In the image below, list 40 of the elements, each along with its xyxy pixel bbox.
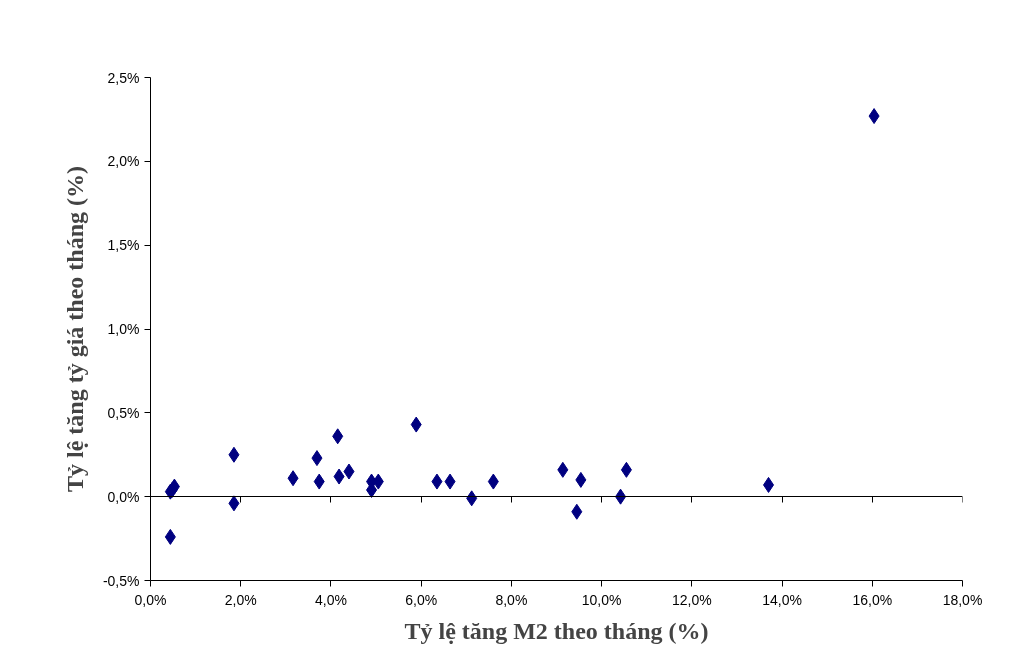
x-tick-label: 12,0%: [671, 591, 712, 608]
point: [763, 476, 775, 493]
point: [287, 470, 299, 487]
point: [575, 471, 587, 488]
point: [228, 446, 240, 463]
point: [615, 488, 627, 505]
x-axis-title: Tỷ lệ tăng M2 theo tháng (%): [404, 617, 709, 644]
y-axis-title: Tỷ lệ tăng tỷ giá theo tháng (%): [61, 166, 88, 492]
y-tick-label: 2,0%: [107, 153, 140, 170]
x-tick-label: 8,0%: [495, 591, 528, 608]
x-tick-label: 4,0%: [314, 591, 347, 608]
x-tick-label: 18,0%: [942, 591, 983, 608]
point: [410, 416, 422, 433]
point: [313, 473, 325, 490]
y-tick-label: 1,5%: [107, 237, 140, 254]
point: [332, 428, 344, 445]
point: [557, 461, 569, 478]
x-tick-label: 2,0%: [224, 591, 257, 608]
x-tick-label: 14,0%: [762, 591, 802, 608]
point: [487, 473, 499, 490]
point: [343, 463, 355, 480]
point: [466, 490, 478, 507]
point: [571, 503, 583, 520]
x-tick-label: 6,0%: [405, 591, 438, 608]
point: [228, 495, 240, 512]
point: [311, 450, 323, 467]
point: [620, 461, 632, 478]
y-tick-label: -0,5%: [102, 572, 140, 589]
y-tick-label: 0,0%: [107, 488, 140, 505]
y-tick-label: 0,5%: [107, 404, 140, 421]
x-tick-label: 10,0%: [581, 591, 622, 608]
y-tick-label: 1,0%: [107, 321, 140, 337]
point: [164, 528, 176, 545]
x-tick-label: 16,0%: [852, 591, 893, 608]
y-tick-label: 2,5%: [107, 69, 140, 86]
point: [444, 473, 456, 490]
point: [868, 108, 880, 125]
point: [431, 473, 443, 490]
x-tick-label: 0,0%: [134, 591, 167, 608]
point: [333, 468, 345, 485]
